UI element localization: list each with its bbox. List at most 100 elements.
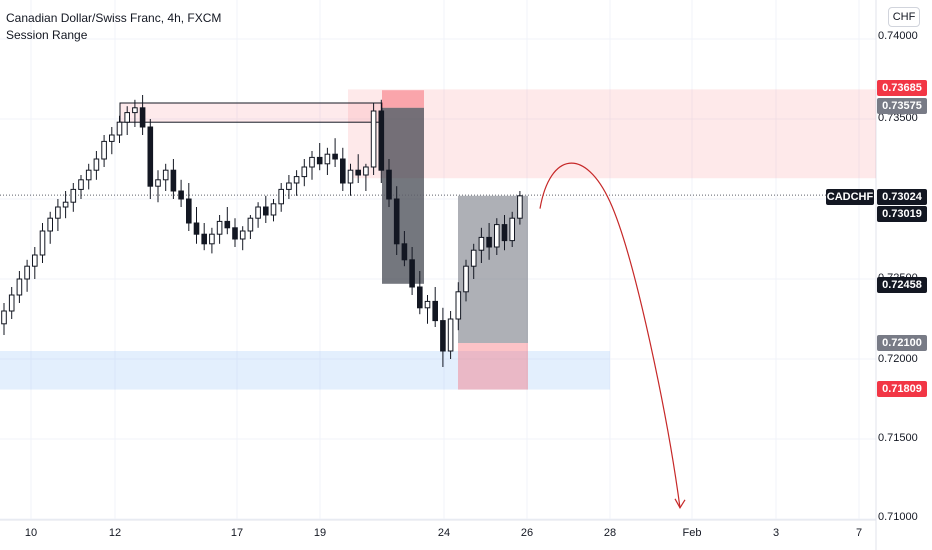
candle <box>193 222 200 235</box>
x-tick-label: 3 <box>772 527 780 539</box>
candle <box>347 169 354 184</box>
candle <box>39 230 46 256</box>
indicator-name: Session Range <box>6 28 88 42</box>
candle <box>232 227 238 240</box>
candle <box>147 126 154 187</box>
candle <box>470 249 477 267</box>
price-badge-lower-zone: 0.71809 <box>877 381 927 397</box>
candle <box>186 198 192 224</box>
candle <box>55 206 61 219</box>
candle <box>16 278 23 296</box>
x-tick-label: 26 <box>520 527 534 539</box>
candle <box>463 265 469 293</box>
x-tick-label: 24 <box>437 527 451 539</box>
x-tick-label: Feb <box>682 527 702 539</box>
candle <box>316 156 323 165</box>
candle <box>216 220 223 235</box>
candle <box>286 182 292 190</box>
price-badge-upper-zone-bottom: 0.73575 <box>877 98 927 114</box>
candle <box>8 294 15 312</box>
candle <box>378 110 385 171</box>
x-tick-label: 17 <box>230 527 244 539</box>
chart-legend: Canadian Dollar/Swiss Franc, 4h, FXCM Se… <box>6 10 221 44</box>
candle <box>517 195 523 219</box>
candle <box>62 201 69 208</box>
session-range-gray-box <box>458 195 528 343</box>
x-tick-label: 12 <box>108 527 122 539</box>
price-badge-current: 0.73019 <box>877 206 927 222</box>
candle <box>155 179 161 187</box>
candle <box>132 107 138 114</box>
candle <box>509 217 515 242</box>
candle <box>85 169 92 181</box>
candle <box>139 107 146 128</box>
candle <box>116 121 123 136</box>
candle <box>278 188 284 205</box>
candle <box>332 153 338 160</box>
candle <box>93 158 100 171</box>
candle <box>478 236 485 251</box>
projection-arrowhead <box>674 498 686 509</box>
candle <box>293 176 300 184</box>
candle <box>101 140 107 160</box>
currency-button[interactable]: CHF <box>888 7 920 27</box>
candle <box>24 265 30 280</box>
candle <box>393 198 400 245</box>
symbol-badge: CADCHF <box>826 189 874 205</box>
session-range-box <box>119 102 383 123</box>
y-tick-label: 0.72000 <box>878 353 918 365</box>
candle <box>70 188 77 203</box>
y-tick-label: 0.71000 <box>878 511 918 523</box>
candle <box>201 233 207 245</box>
candle <box>309 156 315 168</box>
candle <box>239 230 246 240</box>
price-badge-last: 0.73024 <box>877 189 927 205</box>
price-badge-mid: 0.72458 <box>877 277 927 293</box>
x-tick-label: 19 <box>313 527 327 539</box>
x-tick-label: 28 <box>603 527 617 539</box>
symbol-title: Canadian Dollar/Swiss Franc, 4h, FXCM <box>6 11 222 25</box>
candle <box>424 300 431 309</box>
session-range-lower-box <box>458 343 528 390</box>
candle <box>386 169 392 200</box>
candle <box>324 153 331 165</box>
candle <box>78 179 84 190</box>
candle <box>247 217 254 232</box>
candle <box>178 190 184 200</box>
candle <box>224 220 231 229</box>
session-range-top <box>382 90 424 108</box>
y-tick-label: 0.74000 <box>878 30 918 42</box>
demand-zone-blue <box>0 351 610 390</box>
candle <box>401 243 408 261</box>
candle <box>109 134 115 142</box>
candle <box>440 320 446 352</box>
candle <box>355 169 361 176</box>
x-tick-label: 7 <box>855 527 863 539</box>
candle <box>363 166 369 176</box>
candle <box>417 286 423 309</box>
candle <box>370 110 377 168</box>
candle <box>432 300 438 322</box>
candle <box>255 206 261 219</box>
candle <box>47 217 54 232</box>
y-tick-label: 0.71500 <box>878 432 918 444</box>
candle <box>170 169 177 192</box>
candle <box>162 169 169 181</box>
y-tick-label: 0.73500 <box>878 112 918 124</box>
supply-zone-red <box>348 89 876 179</box>
candle <box>409 259 415 288</box>
candle <box>494 224 500 248</box>
candle <box>455 291 462 320</box>
candle <box>124 112 131 123</box>
candle <box>263 206 269 216</box>
candle <box>301 166 308 178</box>
candle <box>32 254 38 267</box>
projection-arrow <box>539 162 681 508</box>
candle <box>447 318 454 352</box>
candle <box>340 158 346 184</box>
price-badge-upper-zone-top: 0.73685 <box>877 80 927 96</box>
candle <box>1 310 7 325</box>
candle <box>270 203 277 216</box>
candle <box>486 236 492 248</box>
